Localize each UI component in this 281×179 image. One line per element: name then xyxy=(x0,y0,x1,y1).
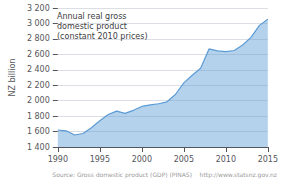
svg-text:1990: 1990 xyxy=(48,155,68,164)
svg-text:Source: Gross domestic product: Source: Gross domestic product (GDP) (PI… xyxy=(52,171,277,179)
svg-text:2 200: 2 200 xyxy=(27,81,50,90)
svg-text:2010: 2010 xyxy=(216,155,236,164)
svg-text:1 400: 1 400 xyxy=(27,143,50,152)
svg-text:Annual real gross: Annual real gross xyxy=(57,12,126,21)
svg-text:2 600: 2 600 xyxy=(27,50,50,59)
svg-text:2005: 2005 xyxy=(174,155,194,164)
svg-text:NZ billion: NZ billion xyxy=(8,59,17,97)
svg-text:2 400: 2 400 xyxy=(27,65,50,74)
svg-text:domestic product: domestic product xyxy=(57,22,127,31)
svg-text:2 800: 2 800 xyxy=(27,34,50,43)
svg-text:3 200: 3 200 xyxy=(27,4,50,13)
svg-text:(constant 2010 prices): (constant 2010 prices) xyxy=(57,32,148,41)
svg-text:1 600: 1 600 xyxy=(27,127,50,136)
svg-text:2015: 2015 xyxy=(258,155,278,164)
svg-text:2000: 2000 xyxy=(132,155,152,164)
svg-text:1 800: 1 800 xyxy=(27,112,50,121)
svg-text:1995: 1995 xyxy=(90,155,110,164)
svg-text:2 000: 2 000 xyxy=(27,96,50,105)
svg-text:3 000: 3 000 xyxy=(27,19,50,28)
